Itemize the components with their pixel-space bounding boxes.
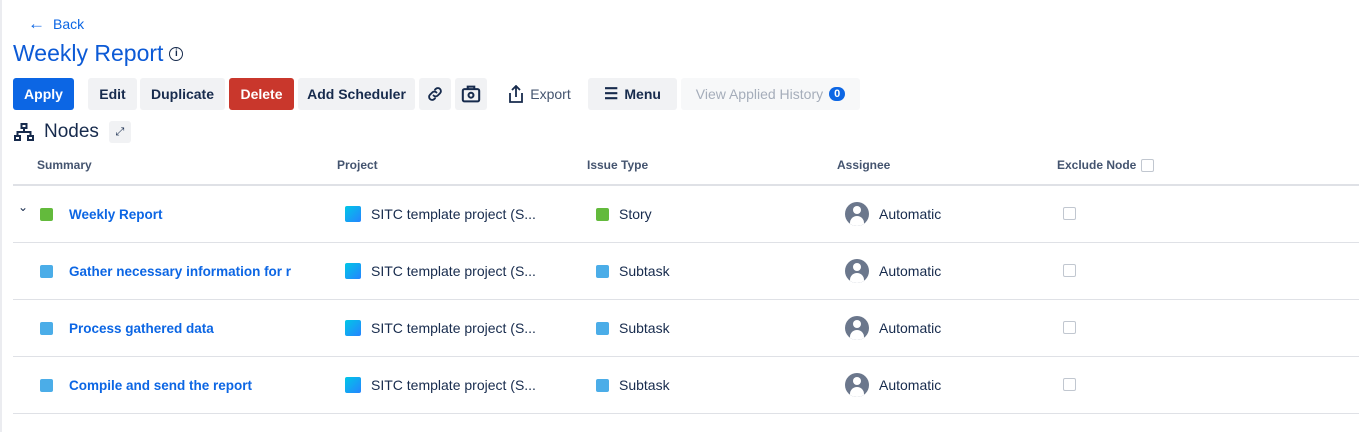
- exclude-all-checkbox[interactable]: [1141, 158, 1155, 172]
- camera-icon: [461, 85, 481, 103]
- project-cell: SITC template project (S...: [345, 261, 536, 281]
- hamburger-icon: ☰: [604, 86, 619, 103]
- subtask-icon: [40, 264, 53, 278]
- column-header-issue-type: Issue Type: [587, 158, 649, 172]
- edit-button[interactable]: Edit: [88, 78, 137, 110]
- project-icon: [345, 206, 361, 222]
- summary-link[interactable]: Gather necessary information for report: [69, 263, 291, 279]
- back-link[interactable]: ← Back: [28, 14, 85, 33]
- issue-type-cell: Subtask: [596, 375, 670, 395]
- avatar: [845, 373, 869, 397]
- issue-type-cell: Subtask: [596, 261, 670, 281]
- exclude-checkbox[interactable]: [1063, 321, 1076, 334]
- subtask-icon: [596, 321, 609, 335]
- hierarchy-icon: [14, 123, 34, 141]
- summary-link[interactable]: Compile and send the report: [69, 377, 253, 393]
- assignee-cell: Automatic: [845, 373, 941, 397]
- assignee-cell: Automatic: [845, 202, 941, 226]
- project-icon: [345, 377, 361, 393]
- delete-button[interactable]: Delete: [229, 78, 294, 110]
- row-divider: [13, 299, 1359, 300]
- project-icon: [345, 263, 361, 279]
- summary-cell: Weekly Report: [40, 204, 163, 224]
- column-header-project: Project: [337, 158, 378, 172]
- assignee-cell: Automatic: [845, 316, 941, 340]
- project-cell: SITC template project (S...: [345, 375, 536, 395]
- avatar: [845, 259, 869, 283]
- row-divider: [13, 356, 1359, 357]
- column-header-summary: Summary: [37, 158, 92, 172]
- export-button[interactable]: Export: [497, 78, 582, 110]
- subtask-icon: [40, 321, 53, 335]
- row-divider: [13, 413, 1359, 414]
- screenshot-button[interactable]: [455, 78, 487, 110]
- exclude-checkbox[interactable]: [1063, 264, 1076, 277]
- summary-cell: Process gathered data: [40, 318, 214, 338]
- subtask-icon: [596, 378, 609, 392]
- column-header-assignee: Assignee: [837, 158, 891, 172]
- column-header-exclude: Exclude Node: [1057, 158, 1155, 172]
- link-icon: [428, 87, 442, 101]
- view-applied-history-button[interactable]: View Applied History 0: [681, 78, 860, 110]
- menu-button[interactable]: ☰ Menu: [588, 78, 677, 110]
- share-icon: [509, 85, 524, 103]
- summary-cell: Compile and send the report: [40, 375, 252, 395]
- avatar: [845, 202, 869, 226]
- subtask-icon: [596, 264, 609, 278]
- exclude-checkbox[interactable]: [1063, 378, 1076, 391]
- duplicate-button[interactable]: Duplicate: [140, 78, 225, 110]
- summary-link[interactable]: Weekly Report: [69, 206, 163, 222]
- project-cell: SITC template project (S...: [345, 204, 536, 224]
- subtask-icon: [40, 378, 53, 392]
- project-cell: SITC template project (S...: [345, 318, 536, 338]
- link-button[interactable]: [419, 78, 451, 110]
- nodes-section-header: Nodes ⤢: [14, 121, 131, 143]
- page-title: Weekly Report i: [13, 40, 184, 67]
- expand-icon[interactable]: ⤢: [108, 121, 131, 143]
- exclude-checkbox[interactable]: [1063, 207, 1076, 220]
- summary-link[interactable]: Process gathered data: [69, 320, 214, 336]
- summary-cell: Gather necessary information for report: [40, 261, 291, 281]
- arrow-left-icon: ←: [28, 14, 45, 33]
- story-icon: [596, 207, 609, 221]
- issue-type-cell: Subtask: [596, 318, 670, 338]
- checkbox[interactable]: [1063, 264, 1076, 277]
- story-icon: [40, 207, 53, 221]
- header-divider: [13, 184, 1359, 186]
- add-scheduler-button[interactable]: Add Scheduler: [298, 78, 415, 110]
- row-divider: [13, 242, 1359, 243]
- avatar: [845, 316, 869, 340]
- history-count-badge: 0: [829, 87, 846, 101]
- checkbox[interactable]: [1063, 207, 1076, 220]
- assignee-cell: Automatic: [845, 259, 941, 283]
- chevron-down-icon[interactable]: ⌄: [18, 200, 29, 214]
- checkbox[interactable]: [1063, 378, 1076, 391]
- apply-button[interactable]: Apply: [13, 78, 74, 110]
- project-icon: [345, 320, 361, 336]
- info-icon[interactable]: i: [169, 46, 184, 61]
- issue-type-cell: Story: [596, 204, 652, 224]
- checkbox[interactable]: [1063, 321, 1076, 334]
